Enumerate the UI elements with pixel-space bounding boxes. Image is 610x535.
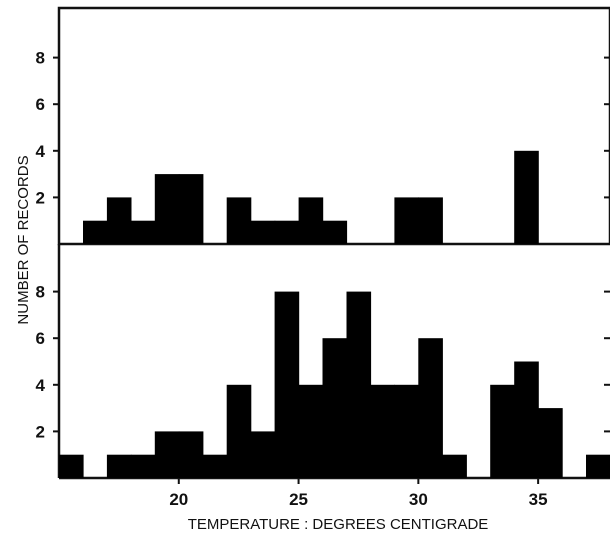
bottom-bar-22.5	[226, 384, 252, 478]
top-bar-18.5	[130, 220, 156, 244]
xtick-label: 30	[409, 490, 428, 509]
top-bar-24.5	[274, 220, 300, 244]
xtick-label: 20	[169, 490, 188, 509]
top-panel-bars	[83, 150, 539, 244]
bottom-bar-26.5	[322, 338, 348, 478]
bottom-bar-15.5	[59, 454, 84, 478]
bottom-bar-30.5	[418, 338, 443, 478]
bottom-bar-25.5	[298, 384, 324, 478]
bottom-bar-23.5	[250, 431, 276, 478]
bottom-bar-27.5	[346, 291, 372, 478]
top-bar-22.5	[226, 197, 252, 244]
top-ytick-label: 4	[36, 142, 46, 161]
axis-ticks: 2 4 6 8 2 4 6 8 20 25 30 35	[36, 49, 610, 509]
top-bar-20.5	[178, 174, 204, 244]
top-bar-23.5	[250, 220, 276, 244]
bottom-bar-34.5	[514, 361, 539, 478]
bottom-bar-21.5	[202, 454, 228, 478]
bottom-bar-17.5	[106, 454, 132, 478]
top-ytick-label: 8	[36, 49, 45, 68]
top-bar-25.5	[298, 197, 324, 244]
bottom-bar-35.5	[538, 408, 563, 478]
bottom-ytick-label: 8	[36, 283, 45, 302]
bottom-bar-19.5	[154, 431, 180, 478]
bottom-ytick-label: 4	[36, 376, 46, 395]
top-bar-16.5	[83, 220, 108, 244]
bottom-bar-29.5	[394, 384, 419, 478]
top-bar-19.5	[154, 174, 180, 244]
bottom-ytick-label: 2	[36, 422, 45, 441]
bottom-bar-33.5	[490, 384, 515, 478]
xtick-label: 25	[289, 490, 308, 509]
bottom-panel-bars	[59, 291, 610, 478]
top-bar-29.5	[394, 197, 419, 244]
top-bar-26.5	[322, 220, 348, 244]
y-axis-title: NUMBER OF RECORDS	[15, 155, 32, 324]
top-bar-34.5	[514, 150, 539, 244]
top-bar-30.5	[418, 197, 443, 244]
top-bar-17.5	[106, 197, 132, 244]
top-ytick-label: 2	[36, 188, 45, 207]
bottom-ytick-label: 6	[36, 329, 45, 348]
bottom-bar-31.5	[442, 454, 467, 478]
bottom-bar-18.5	[130, 454, 156, 478]
bottom-bar-24.5	[274, 291, 300, 478]
bottom-bar-28.5	[370, 384, 395, 478]
xtick-label: 35	[529, 490, 548, 509]
bottom-bar-20.5	[178, 431, 204, 478]
bottom-bar-37.5	[586, 454, 610, 478]
top-ytick-label: 6	[36, 95, 45, 114]
x-axis-title: TEMPERATURE : DEGREES CENTIGRADE	[188, 516, 489, 533]
